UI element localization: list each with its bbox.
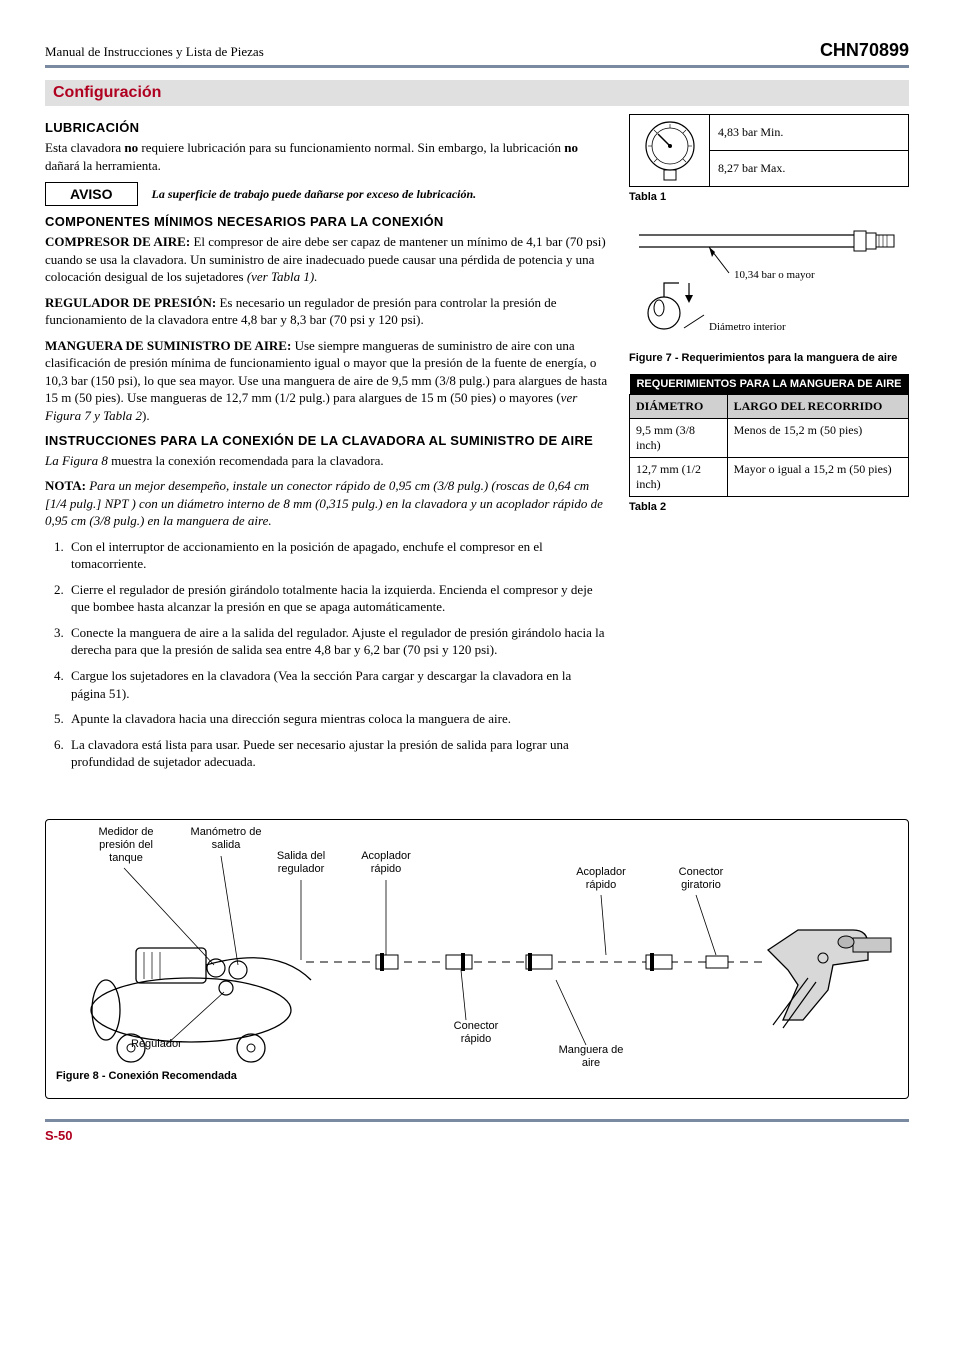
text-bold: MANGUERA DE SUMINISTRO DE AIRE: — [45, 338, 291, 353]
pressure-max: 8,27 bar Max. — [710, 151, 908, 186]
compresor-paragraph: COMPRESOR DE AIRE: El compresor de aire … — [45, 233, 609, 286]
tabla2-h2: LARGO DEL RECORRIDO — [727, 395, 908, 419]
gauge-icon — [630, 115, 710, 186]
step-item: Con el interruptor de accionamiento en l… — [67, 538, 609, 573]
tabla2-r1c2: Menos de 15,2 m (50 pies) — [727, 419, 908, 458]
fig8-label-air-hose: Manguera de aire — [556, 1044, 626, 1070]
fig8-label-regulator: Regulador — [131, 1038, 182, 1051]
manguera-paragraph: MANGUERA DE SUMINISTRO DE AIRE: Use siem… — [45, 337, 609, 425]
tabla2-r2c2: Mayor o igual a 15,2 m (50 pies) — [727, 458, 908, 497]
step-item: Apunte la clavadora hacia una dirección … — [67, 710, 609, 728]
tabla2-caption: Tabla 2 — [629, 501, 909, 513]
text-bold: REGULADOR DE PRESIÓN: — [45, 295, 216, 310]
model-number: CHN70899 — [820, 40, 909, 61]
nailgun-icon — [758, 890, 898, 1030]
right-column: 4,83 bar Min. 8,27 bar Max. Tabla 1 — [629, 114, 909, 779]
instrucciones-heading: INSTRUCCIONES PARA LA CONEXIÓN DE LA CLA… — [45, 433, 609, 448]
steps-list: Con el interruptor de accionamiento en l… — [67, 538, 609, 771]
nota-text: Para un mejor desempeño, instale un cone… — [45, 478, 603, 528]
tabla2-r1c1: 9,5 mm (3/8 inch) — [630, 419, 728, 458]
gauge-values: 4,83 bar Min. 8,27 bar Max. — [710, 115, 908, 186]
text-italic: La Figura 8 — [45, 453, 108, 468]
step-item: Cierre el regulador de presión girándolo… — [67, 581, 609, 616]
componentes-heading: COMPONENTES MÍNIMOS NECESARIOS PARA LA C… — [45, 214, 609, 229]
tabla1-caption: Tabla 1 — [629, 191, 909, 203]
text: requiere lubricación para su funcionamie… — [138, 140, 564, 155]
text: muestra la conexión recomendada para la … — [108, 453, 384, 468]
main-columns: LUBRICACIÓN Esta clavadora no requiere l… — [45, 114, 909, 779]
step-item: Conecte la manguera de aire a la salida … — [67, 624, 609, 659]
tabla2-h1: DIÁMETRO — [630, 395, 728, 419]
lubricacion-heading: LUBRICACIÓN — [45, 120, 609, 135]
text-bold: no — [124, 140, 138, 155]
tabla2-title: REQUERIMIENTOS PARA LA MANGUERA DE AIRE — [630, 374, 909, 395]
left-column: LUBRICACIÓN Esta clavadora no requiere l… — [45, 114, 609, 779]
figure7-caption: Figure 7 - Requerimientos para la mangue… — [629, 352, 909, 364]
tabla1-block: 4,83 bar Min. 8,27 bar Max. — [629, 114, 909, 187]
nota-label: NOTA: — [45, 478, 89, 493]
instrucciones-intro: La Figura 8 muestra la conexión recomend… — [45, 452, 609, 470]
text-italic: (ver Tabla 1). — [247, 269, 318, 284]
page-header: Manual de Instrucciones y Lista de Pieza… — [45, 40, 909, 68]
text: ). — [142, 408, 150, 423]
aviso-box: AVISO — [45, 182, 138, 206]
tabla2: REQUERIMIENTOS PARA LA MANGUERA DE AIRE … — [629, 374, 909, 497]
text: Esta clavadora — [45, 140, 124, 155]
page-footer: S-50 — [45, 1119, 909, 1143]
fig8-label-quick-connector: Conector rápido — [441, 1020, 511, 1046]
text-bold: COMPRESOR DE AIRE: — [45, 234, 190, 249]
hose-line-icon — [306, 950, 766, 990]
step-item: Cargue los sujetadores en la clavadora (… — [67, 667, 609, 702]
aviso-text: La superficie de trabajo puede dañarse p… — [152, 187, 477, 202]
pressure-min: 4,83 bar Min. — [710, 115, 908, 151]
manual-title: Manual de Instrucciones y Lista de Pieza… — [45, 44, 264, 60]
lubricacion-paragraph: Esta clavadora no requiere lubricación p… — [45, 139, 609, 174]
text-bold: no — [564, 140, 578, 155]
tabla2-r2c1: 12,7 mm (1/2 inch) — [630, 458, 728, 497]
aviso-row: AVISO La superficie de trabajo puede dañ… — [45, 182, 609, 206]
step-item: La clavadora está lista para usar. Puede… — [67, 736, 609, 771]
regulador-paragraph: REGULADOR DE PRESIÓN: Es necesario un re… — [45, 294, 609, 329]
figure8-caption: Figure 8 - Conexión Recomendada — [56, 1070, 237, 1082]
section-heading: Configuración — [45, 80, 909, 106]
nota-paragraph: NOTA: Para un mejor desempeño, instale u… — [45, 477, 609, 530]
fig7-diam-label: Diámetro interior — [709, 321, 786, 333]
figure8: Medidor de presión del tanque Manómetro … — [45, 819, 909, 1099]
fig7-psi-label: 10,34 bar o mayor — [734, 269, 815, 281]
text: dañará la herramienta. — [45, 158, 161, 173]
figure7: 10,34 bar o mayor Diámetro interior — [629, 213, 909, 348]
